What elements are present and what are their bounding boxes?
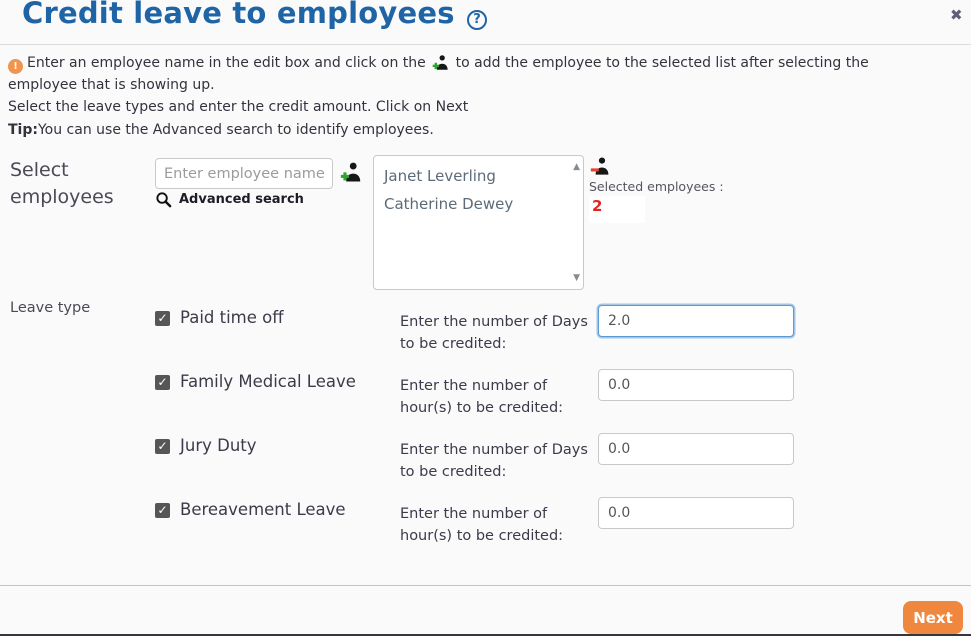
advanced-search-link[interactable]: Advanced search xyxy=(155,191,304,208)
search-icon xyxy=(156,192,172,208)
credit-amount-input[interactable] xyxy=(598,305,794,337)
page-title: Credit leave to employees xyxy=(22,0,455,30)
close-icon[interactable]: ✖ xyxy=(950,6,963,24)
credit-amount-input[interactable] xyxy=(598,497,794,529)
next-button[interactable]: Next xyxy=(903,601,963,634)
instruction-line-2: Select the leave types and enter the cre… xyxy=(8,99,469,115)
add-user-icon xyxy=(432,55,448,70)
instructions: ! Enter an employee name in the edit box … xyxy=(8,53,930,142)
credit-amount-prompt: Enter the number of Days to be credited: xyxy=(400,314,588,352)
advanced-search-label: Advanced search xyxy=(179,192,304,207)
credit-amount-prompt: Enter the number of hour(s) to be credit… xyxy=(400,506,564,544)
leave-type-label: Leave type xyxy=(10,300,91,316)
employee-name-input[interactable] xyxy=(155,158,333,189)
add-employee-button-icon[interactable] xyxy=(340,161,362,183)
employee-list-item[interactable]: Janet Leverling xyxy=(384,167,496,185)
instruction-line-1: ! Enter an employee name in the edit box … xyxy=(8,55,869,93)
leave-type-checkbox[interactable]: ✓ xyxy=(155,439,170,454)
leave-type-name: Bereavement Leave xyxy=(180,500,346,519)
leave-type-name: Family Medical Leave xyxy=(180,372,356,391)
remove-employee-button-icon[interactable] xyxy=(590,156,610,176)
leave-type-row: ✓ Jury Duty Enter the number of Days to … xyxy=(0,433,971,493)
header-divider xyxy=(0,44,971,45)
credit-amount-input[interactable] xyxy=(598,369,794,401)
scroll-down-icon[interactable]: ▼ xyxy=(573,273,580,283)
tip-label: Tip: xyxy=(8,121,38,138)
instruction-tip: Tip:You can use the Advanced search to i… xyxy=(8,121,434,138)
leave-type-row: ✓ Bereavement Leave Enter the number of … xyxy=(0,497,971,557)
selected-employees-label: Selected employees : xyxy=(589,179,724,194)
leave-type-name: Jury Duty xyxy=(180,436,257,455)
employee-list-item[interactable]: Catherine Dewey xyxy=(384,195,514,213)
leave-type-checkbox[interactable]: ✓ xyxy=(155,311,170,326)
selected-employees-count: 2 xyxy=(592,197,603,215)
scroll-up-icon[interactable]: ▲ xyxy=(573,162,580,172)
select-employees-label: Select employees xyxy=(10,159,114,208)
credit-amount-prompt: Enter the number of Days to be credited: xyxy=(400,442,588,480)
window-bottom-edge xyxy=(0,634,971,636)
credit-amount-input[interactable] xyxy=(598,433,794,465)
credit-amount-prompt: Enter the number of hour(s) to be credit… xyxy=(400,378,564,416)
selected-count-patch xyxy=(589,196,645,223)
leave-type-checkbox[interactable]: ✓ xyxy=(155,375,170,390)
listbox-scrollbar[interactable]: ▲ ▼ xyxy=(567,156,583,289)
help-icon[interactable]: ? xyxy=(467,10,487,30)
footer-divider xyxy=(0,585,971,586)
leave-type-row: ✓ Paid time off Enter the number of Days… xyxy=(0,305,971,365)
leave-type-row: ✓ Family Medical Leave Enter the number … xyxy=(0,369,971,429)
leave-type-checkbox[interactable]: ✓ xyxy=(155,503,170,518)
employee-listbox[interactable]: Janet Leverling Catherine Dewey ▲ ▼ xyxy=(373,155,584,290)
leave-type-name: Paid time off xyxy=(180,308,284,327)
alert-icon: ! xyxy=(8,59,23,74)
